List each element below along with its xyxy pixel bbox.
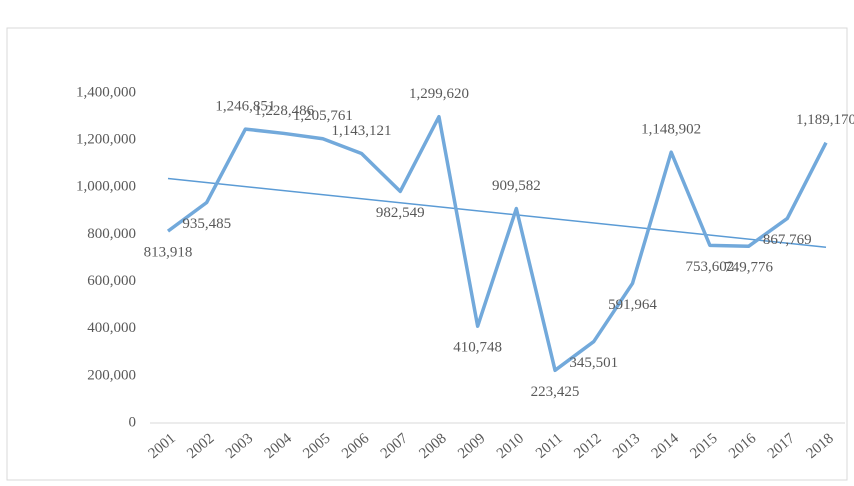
data-label: 1,205,761 bbox=[293, 108, 353, 124]
x-tick-label: 2015 bbox=[687, 430, 720, 462]
data-label: 1,148,902 bbox=[641, 122, 701, 138]
data-label: 813,918 bbox=[144, 245, 193, 261]
x-tick-label: 2012 bbox=[571, 430, 604, 462]
y-tick-label: 800,000 bbox=[87, 226, 136, 242]
y-tick-label: 200,000 bbox=[87, 367, 136, 383]
x-tick-label: 2011 bbox=[533, 430, 566, 461]
x-tick-label: 2002 bbox=[184, 430, 217, 462]
data-label: 982,549 bbox=[376, 205, 425, 221]
x-tick-label: 2005 bbox=[300, 430, 333, 462]
x-tick-label: 2004 bbox=[262, 430, 296, 462]
y-tick-label: 0 bbox=[129, 414, 137, 430]
y-tick-label: 600,000 bbox=[87, 273, 136, 289]
x-tick-label: 2010 bbox=[494, 430, 527, 462]
line-series bbox=[168, 117, 826, 371]
chart: 0 200,000 400,000 600,000 800,000 1,000,000 1,… bbox=[0, 0, 854, 486]
x-tick-label: 2018 bbox=[804, 430, 837, 462]
data-label: 345,501 bbox=[569, 355, 618, 371]
x-tick-label: 2017 bbox=[765, 430, 799, 462]
x-tick-label: 2016 bbox=[726, 430, 760, 462]
y-tick-label: 1,400,000 bbox=[76, 84, 136, 100]
data-label: 410,748 bbox=[453, 340, 502, 356]
data-label: 909,582 bbox=[492, 178, 541, 194]
data-label: 935,485 bbox=[182, 216, 231, 232]
data-label: 749,776 bbox=[724, 260, 773, 276]
x-tick-label: 2006 bbox=[339, 430, 373, 462]
x-tick-label: 2001 bbox=[146, 430, 179, 462]
data-label: 1,299,620 bbox=[409, 86, 469, 102]
data-label: 1,189,170 bbox=[796, 112, 854, 128]
data-label: 867,769 bbox=[763, 232, 812, 248]
data-label: 1,143,121 bbox=[332, 123, 392, 139]
y-tick-label: 1,200,000 bbox=[76, 132, 136, 148]
data-label: 591,964 bbox=[608, 297, 657, 313]
x-tick-label: 2007 bbox=[378, 430, 412, 462]
x-tick-label: 2008 bbox=[416, 430, 449, 462]
y-tick-label: 400,000 bbox=[87, 320, 136, 336]
x-tick-label: 2013 bbox=[610, 430, 643, 462]
y-tick-label: 1,000,000 bbox=[76, 179, 136, 195]
data-label: 223,425 bbox=[531, 384, 580, 400]
x-tick-label: 2014 bbox=[649, 430, 683, 462]
x-tick-label: 2003 bbox=[223, 430, 256, 462]
x-tick-label: 2009 bbox=[455, 430, 488, 462]
